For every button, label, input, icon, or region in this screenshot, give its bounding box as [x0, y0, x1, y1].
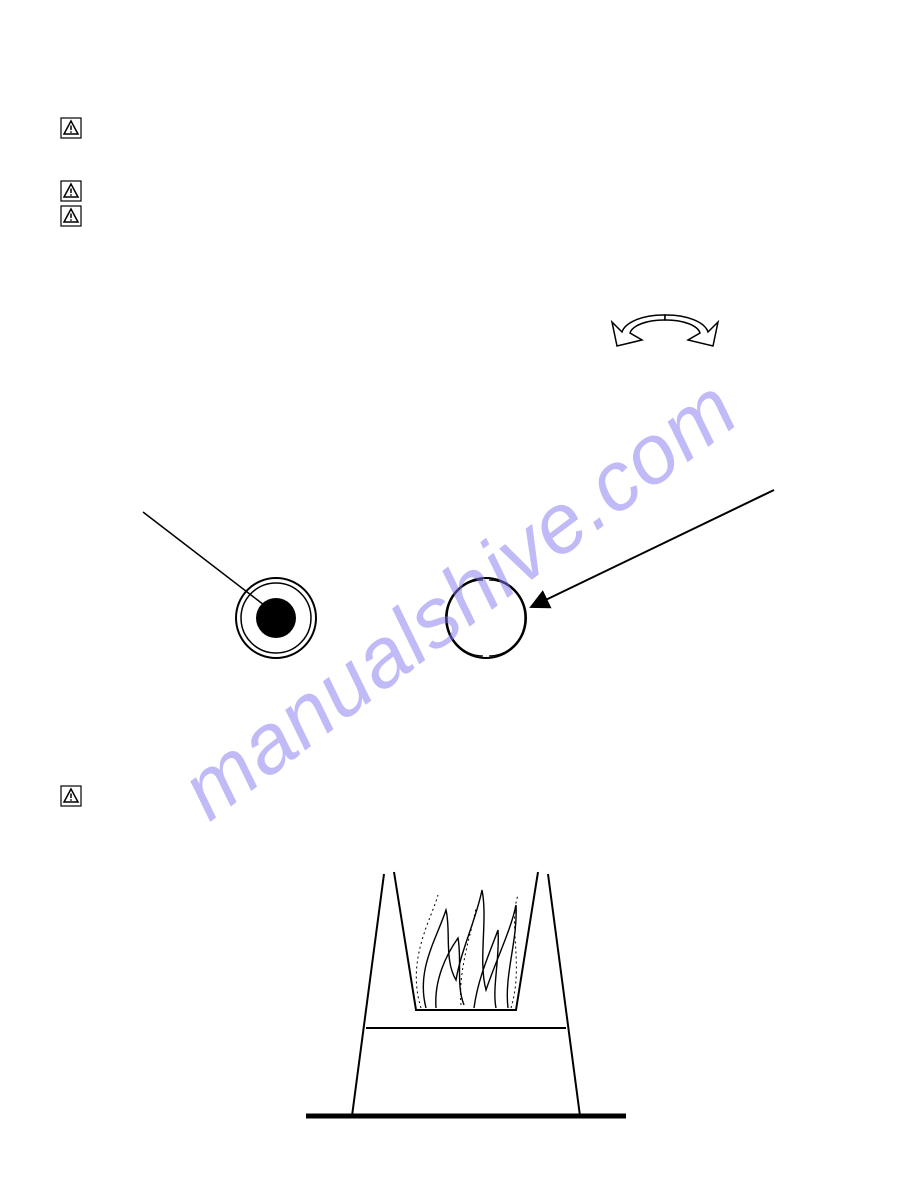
knob-open-diagram — [100, 470, 400, 770]
warning-icon — [60, 205, 82, 227]
knob-closed-diagram — [410, 450, 830, 750]
warning-icon — [60, 785, 82, 807]
warning-icon — [60, 180, 82, 202]
rotate-arrows-icon — [600, 300, 730, 360]
warning-icon — [60, 117, 82, 139]
fire-basket-diagram — [286, 860, 646, 1140]
